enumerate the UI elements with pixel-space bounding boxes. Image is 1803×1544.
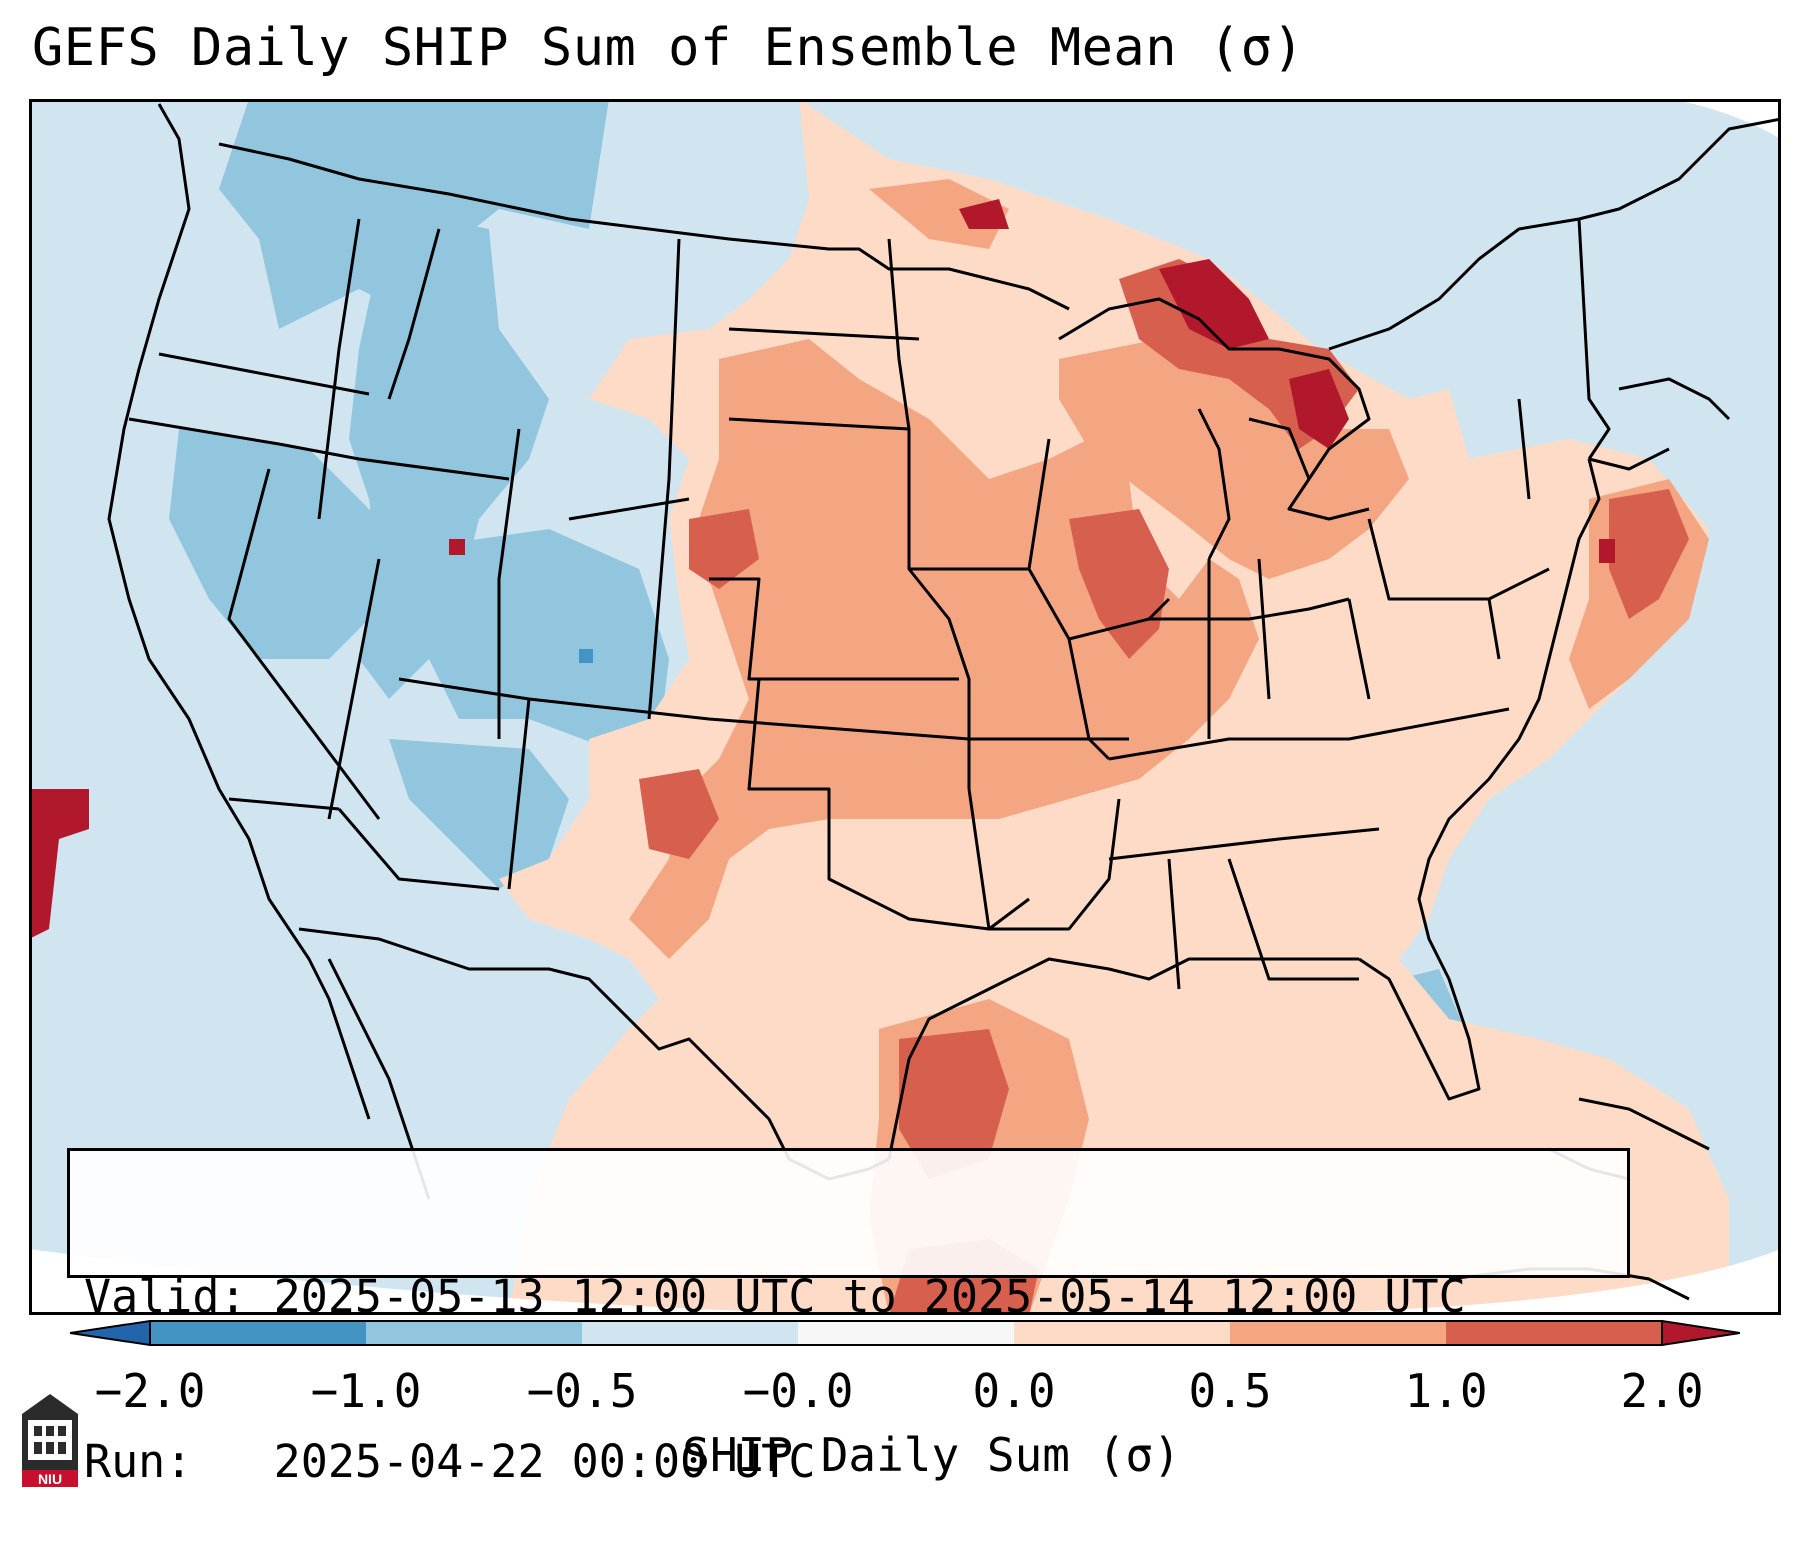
- anomaly-region-idaho-neg: [349, 209, 549, 699]
- anomaly-region-texas-coast-strong-pos: [899, 1029, 1009, 1179]
- colorbar-tick-label: −1.0: [310, 1364, 422, 1418]
- colorbar-tick-label: −0.5: [526, 1364, 638, 1418]
- colorbar-tick-label: 2.0: [1620, 1364, 1704, 1418]
- anomaly-region-plains-pos: [629, 339, 1259, 959]
- anomaly-region-superior-max-pos: [1159, 259, 1269, 349]
- colorbar-bin-4: [798, 1321, 1014, 1345]
- anomaly-region-rockies-neg: [409, 529, 669, 749]
- colorbar-tick-label: 1.0: [1404, 1364, 1488, 1418]
- anomaly-cell-strong-neg: [579, 649, 593, 663]
- run-time-line: Run: 2025-04-22 00:00 UTC: [84, 1435, 816, 1488]
- anomaly-region-great-lakes-pos: [1059, 339, 1409, 579]
- anomaly-map: [29, 99, 1781, 1315]
- anomaly-region-ontario-max-pos: [959, 199, 1009, 229]
- map-title: GEFS Daily SHIP Sum of Ensemble Mean (σ): [32, 18, 1305, 78]
- map-panel: [29, 99, 1781, 1315]
- projection-edge-top-right: [1669, 99, 1781, 139]
- colorbar-outline: [149, 1320, 1663, 1346]
- colorbar-bin-6: [1230, 1321, 1446, 1345]
- map-border: [29, 99, 1781, 1315]
- colorbar-tick-label: −2.0: [94, 1364, 206, 1418]
- anomaly-region-ontario-pos: [869, 179, 1009, 249]
- colorbar-tick-label: 0.0: [972, 1364, 1056, 1418]
- political-boundaries: [107, 103, 1781, 1200]
- colorbar-bin-2: [366, 1321, 582, 1345]
- colorbar-bin-3: [582, 1321, 798, 1345]
- anomaly-region-pacific-max-pos: [29, 789, 89, 939]
- niu-logo-icon: NIU: [22, 1394, 78, 1487]
- anomaly-cell-atlantic-max-pos: [1599, 539, 1615, 563]
- svg-text:NIU: NIU: [38, 1471, 62, 1487]
- colorbar-extend-high: [1661, 1319, 1740, 1347]
- colorbar-extend-low: [70, 1319, 151, 1347]
- valid-time-line: Valid: 2025-05-13 12:00 UTC to 2025-05-1…: [84, 1270, 1466, 1323]
- validity-info-box: Valid: 2025-05-13 12:00 UTC to 2025-05-1…: [67, 1148, 1630, 1488]
- anomaly-region-south-dakota-strong-pos: [689, 509, 759, 589]
- colorbar-bin-7: [1446, 1321, 1662, 1345]
- anomaly-region-lower-michigan-max-pos: [1289, 369, 1349, 449]
- colorbar: [70, 1319, 1740, 1347]
- colorbar-bin-1: [150, 1321, 366, 1345]
- anomaly-region-great-basin-neg: [169, 429, 399, 659]
- anomaly-region-southwest-neg: [389, 739, 569, 889]
- projection-edge-bottom-right: [1229, 1249, 1781, 1315]
- colorbar-label: SHIP Daily Sum (σ): [682, 1428, 1181, 1482]
- anomaly-cell-utah-max-pos: [449, 539, 465, 555]
- projection-edge-bottom-left: [29, 1249, 1229, 1315]
- colorbar-bin-5: [1014, 1321, 1230, 1345]
- anomaly-region-new-mexico-strong-pos: [639, 769, 719, 859]
- colorbar-tick-label: 0.5: [1188, 1364, 1272, 1418]
- anomaly-region-nj-offshore-strong-pos: [1609, 489, 1689, 619]
- colorbar-tick-label: −0.0: [742, 1364, 854, 1418]
